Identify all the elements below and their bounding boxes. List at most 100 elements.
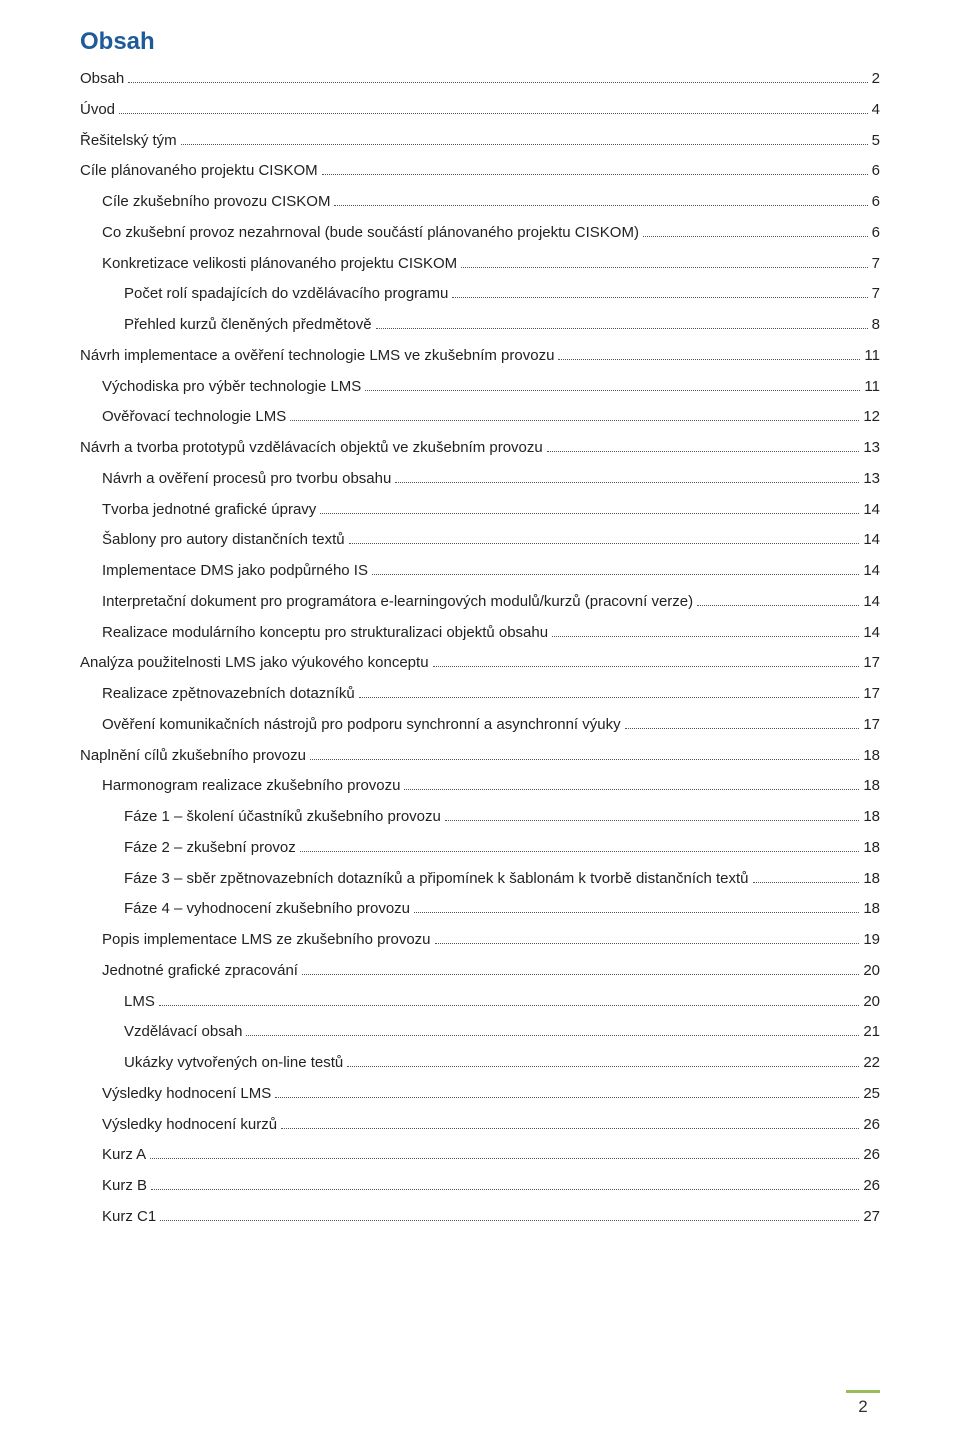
toc-entry-label: Fáze 2 – zkušební provoz — [124, 833, 296, 864]
toc-entry-page: 19 — [863, 925, 880, 956]
toc-entry[interactable]: Návrh a tvorba prototypů vzdělávacích ob… — [80, 433, 880, 464]
toc-entry[interactable]: Výsledky hodnocení kurzů 26 — [80, 1110, 880, 1141]
toc-entry-page: 27 — [863, 1202, 880, 1233]
toc-entry-page: 26 — [863, 1110, 880, 1141]
toc-entry[interactable]: Návrh a ověření procesů pro tvorbu obsah… — [80, 464, 880, 495]
toc-leader-dots — [404, 789, 859, 790]
toc-entry[interactable]: Fáze 1 – školení účastníků zkušebního pr… — [80, 802, 880, 833]
toc-entry[interactable]: Ukázky vytvořených on-line testů 22 — [80, 1048, 880, 1079]
toc-entry[interactable]: Počet rolí spadajících do vzdělávacího p… — [80, 279, 880, 310]
toc-entry-label: Realizace zpětnovazebních dotazníků — [102, 679, 355, 710]
toc-leader-dots — [547, 451, 860, 452]
toc-entry-label: Konkretizace velikosti plánovaného proje… — [102, 249, 457, 280]
toc-entry[interactable]: Výsledky hodnocení LMS 25 — [80, 1079, 880, 1110]
toc-entry-page: 6 — [872, 218, 880, 249]
toc-entry[interactable]: Ověření komunikačních nástrojů pro podpo… — [80, 710, 880, 741]
toc-entry-page: 2 — [872, 64, 880, 95]
toc-leader-dots — [372, 574, 859, 575]
toc-entry[interactable]: Fáze 4 – vyhodnocení zkušebního provozu … — [80, 894, 880, 925]
toc-leader-dots — [181, 144, 868, 145]
toc-entry[interactable]: Kurz A 26 — [80, 1140, 880, 1171]
toc-leader-dots — [625, 728, 860, 729]
toc-entry[interactable]: Jednotné grafické zpracování 20 — [80, 956, 880, 987]
toc-entry-page: 7 — [872, 279, 880, 310]
toc-entry-label: Jednotné grafické zpracování — [102, 956, 298, 987]
toc-entry-page: 22 — [863, 1048, 880, 1079]
toc-entry[interactable]: Realizace zpětnovazebních dotazníků 17 — [80, 679, 880, 710]
toc-entry-label: Ukázky vytvořených on-line testů — [124, 1048, 343, 1079]
toc-entry-label: Fáze 3 – sběr zpětnovazebních dotazníků … — [124, 864, 749, 895]
toc-entry[interactable]: Návrh implementace a ověření technologie… — [80, 341, 880, 372]
toc-entry[interactable]: Východiska pro výběr technologie LMS 11 — [80, 372, 880, 403]
toc-entry[interactable]: Cíle zkušebního provozu CISKOM 6 — [80, 187, 880, 218]
table-of-contents: Obsah 2Úvod 4Řešitelský tým 5Cíle plánov… — [80, 64, 880, 1233]
toc-entry[interactable]: Obsah 2 — [80, 64, 880, 95]
toc-entry[interactable]: Přehled kurzů členěných předmětově 8 — [80, 310, 880, 341]
toc-entry-page: 18 — [863, 741, 880, 772]
toc-entry-page: 25 — [863, 1079, 880, 1110]
toc-leader-dots — [697, 605, 859, 606]
toc-entry-label: Co zkušební provoz nezahrnoval (bude sou… — [102, 218, 639, 249]
toc-leader-dots — [347, 1066, 859, 1067]
toc-leader-dots — [290, 420, 859, 421]
toc-entry-page: 5 — [872, 126, 880, 157]
toc-entry[interactable]: Analýza použitelnosti LMS jako výukového… — [80, 648, 880, 679]
toc-entry[interactable]: Úvod 4 — [80, 95, 880, 126]
toc-leader-dots — [359, 697, 860, 698]
toc-entry[interactable]: Kurz B 26 — [80, 1171, 880, 1202]
toc-leader-dots — [376, 328, 868, 329]
toc-entry-label: Ověření komunikačních nástrojů pro podpo… — [102, 710, 621, 741]
toc-entry[interactable]: Popis implementace LMS ze zkušebního pro… — [80, 925, 880, 956]
toc-entry[interactable]: Konkretizace velikosti plánovaného proje… — [80, 249, 880, 280]
toc-leader-dots — [300, 851, 860, 852]
toc-entry[interactable]: Cíle plánovaného projektu CISKOM 6 — [80, 156, 880, 187]
toc-entry-page: 11 — [864, 341, 880, 372]
toc-entry-page: 13 — [863, 464, 880, 495]
toc-entry-label: Východiska pro výběr technologie LMS — [102, 372, 361, 403]
toc-entry[interactable]: Šablony pro autory distančních textů 14 — [80, 525, 880, 556]
toc-entry[interactable]: Fáze 3 – sběr zpětnovazebních dotazníků … — [80, 864, 880, 895]
toc-entry[interactable]: Harmonogram realizace zkušebního provozu… — [80, 771, 880, 802]
toc-leader-dots — [320, 513, 859, 514]
toc-entry-page: 26 — [863, 1140, 880, 1171]
toc-entry-page: 17 — [863, 679, 880, 710]
toc-entry[interactable]: Ověřovací technologie LMS 12 — [80, 402, 880, 433]
toc-entry[interactable]: LMS 20 — [80, 987, 880, 1018]
toc-entry-label: Interpretační dokument pro programátora … — [102, 587, 693, 618]
toc-entry[interactable]: Fáze 2 – zkušební provoz 18 — [80, 833, 880, 864]
toc-entry[interactable]: Implementace DMS jako podpůrného IS 14 — [80, 556, 880, 587]
toc-entry-label: Vzdělávací obsah — [124, 1017, 242, 1048]
toc-leader-dots — [461, 267, 867, 268]
toc-entry-label: Kurz C1 — [102, 1202, 156, 1233]
toc-entry[interactable]: Kurz C1 27 — [80, 1202, 880, 1233]
toc-leader-dots — [322, 174, 868, 175]
toc-entry-label: Návrh implementace a ověření technologie… — [80, 341, 554, 372]
toc-entry-label: Řešitelský tým — [80, 126, 177, 157]
page-title: Obsah — [80, 28, 880, 56]
toc-entry[interactable]: Interpretační dokument pro programátora … — [80, 587, 880, 618]
toc-entry[interactable]: Realizace modulárního konceptu pro struk… — [80, 618, 880, 649]
toc-leader-dots — [281, 1128, 859, 1129]
toc-leader-dots — [302, 974, 859, 975]
toc-entry-page: 4 — [872, 95, 880, 126]
toc-entry-label: Počet rolí spadajících do vzdělávacího p… — [124, 279, 448, 310]
toc-entry[interactable]: Co zkušební provoz nezahrnoval (bude sou… — [80, 218, 880, 249]
toc-entry[interactable]: Vzdělávací obsah 21 — [80, 1017, 880, 1048]
toc-entry-label: Popis implementace LMS ze zkušebního pro… — [102, 925, 431, 956]
toc-leader-dots — [365, 390, 860, 391]
toc-entry-page: 18 — [863, 894, 880, 925]
toc-entry[interactable]: Tvorba jednotné grafické úpravy 14 — [80, 495, 880, 526]
toc-entry-label: Obsah — [80, 64, 124, 95]
toc-entry-label: Úvod — [80, 95, 115, 126]
toc-entry-label: Realizace modulárního konceptu pro struk… — [102, 618, 548, 649]
toc-leader-dots — [246, 1035, 859, 1036]
toc-entry[interactable]: Řešitelský tým 5 — [80, 126, 880, 157]
toc-entry-page: 21 — [863, 1017, 880, 1048]
toc-entry-page: 20 — [863, 956, 880, 987]
toc-leader-dots — [275, 1097, 859, 1098]
toc-entry-label: Výsledky hodnocení kurzů — [102, 1110, 277, 1141]
toc-entry-page: 18 — [863, 771, 880, 802]
toc-entry-page: 14 — [863, 618, 880, 649]
toc-entry-page: 26 — [863, 1171, 880, 1202]
toc-entry[interactable]: Naplnění cílů zkušebního provozu 18 — [80, 741, 880, 772]
